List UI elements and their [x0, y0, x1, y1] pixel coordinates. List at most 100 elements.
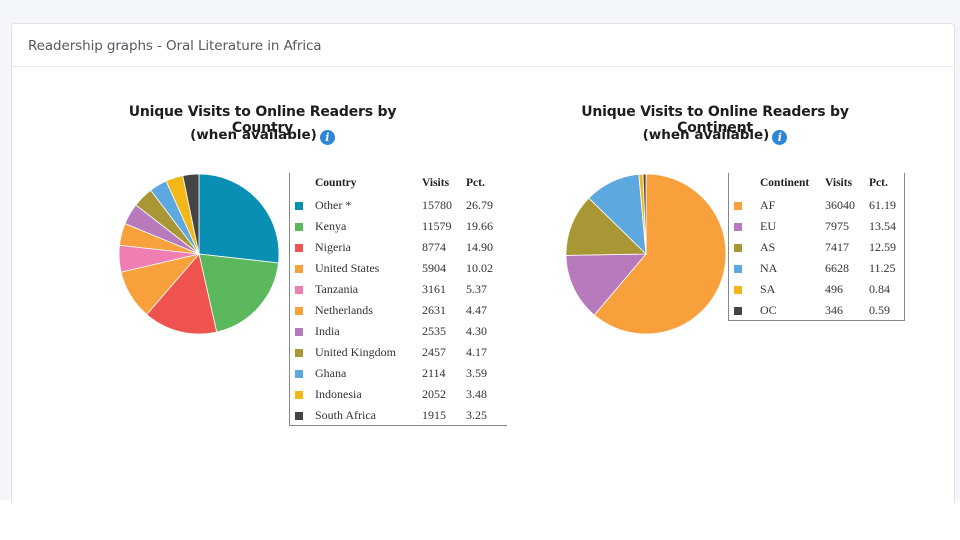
country-chart-subtitle: (when available)	[190, 127, 317, 143]
legend-pct: 19.66	[466, 219, 493, 233]
legend-visits: 5904	[422, 261, 446, 275]
legend-swatch	[295, 412, 303, 420]
pie-slice-oc[interactable]	[642, 173, 647, 255]
legend-swatch	[295, 286, 303, 294]
legend-row: Nigeria 8774 14.90	[290, 237, 507, 258]
pie-slice-other[interactable]	[198, 173, 280, 264]
legend-pct: 0.84	[869, 282, 890, 296]
top-strip	[0, 0, 960, 10]
legend-label: SA	[760, 282, 776, 296]
legend-pct: 10.02	[466, 261, 493, 275]
legend-row: United States 5904 10.02	[290, 258, 507, 279]
legend-label: Nigeria	[315, 240, 351, 254]
legend-swatch	[295, 202, 303, 210]
legend-visits: 8774	[422, 240, 446, 254]
legend-visits: 496	[825, 282, 843, 296]
legend-swatch	[295, 307, 303, 315]
legend-visits: 2114	[422, 366, 446, 380]
info-icon[interactable]: i	[319, 130, 335, 145]
legend-label: OC	[760, 303, 777, 317]
legend-pct: 0.59	[869, 303, 890, 317]
legend-swatch	[734, 286, 742, 294]
continent-chart-panel: Unique Visits to Online Readers by Conti…	[555, 77, 875, 437]
legend-visits: 1915	[422, 408, 446, 422]
pie-slice-af[interactable]	[593, 173, 727, 335]
legend-row: Netherlands 2631 4.47	[290, 300, 507, 321]
legend-label: Indonesia	[315, 387, 362, 401]
legend-row: EU 7975 13.54	[729, 216, 904, 237]
pie-slice-as[interactable]	[565, 197, 647, 256]
country-chart-panel: Unique Visits to Online Readers by Count…	[105, 77, 420, 437]
legend-swatch	[734, 202, 742, 210]
legend-pct: 26.79	[466, 198, 493, 212]
legend-swatch	[295, 391, 303, 399]
legend-header-country: Country	[315, 177, 357, 189]
legend-visits: 7417	[825, 240, 849, 254]
legend-row: India 2535 4.30	[290, 321, 507, 342]
legend-pct: 11.25	[869, 261, 896, 275]
legend-swatch	[295, 349, 303, 357]
legend-row: AF 36040 61.19	[729, 195, 904, 216]
legend-label: United States	[315, 261, 380, 275]
country-chart-title: Unique Visits to Online Readers by Count…	[128, 104, 397, 136]
info-icon[interactable]: i	[772, 130, 788, 145]
country-pie-chart	[118, 173, 280, 335]
legend-swatch	[734, 307, 742, 315]
legend-visits: 2052	[422, 387, 446, 401]
legend-pct: 12.59	[869, 240, 896, 254]
legend-visits: 2631	[422, 303, 446, 317]
legend-swatch	[295, 223, 303, 231]
legend-header-continent: Continent	[760, 177, 810, 189]
legend-label: Kenya	[315, 219, 347, 233]
legend-row: South Africa 1915 3.25	[290, 405, 507, 426]
legend-pct: 3.59	[466, 366, 487, 380]
legend-visits: 36040	[825, 198, 855, 212]
legend-pct: 14.90	[466, 240, 493, 254]
legend-swatch	[734, 265, 742, 273]
legend-label: India	[315, 324, 340, 338]
legend-visits: 15780	[422, 198, 452, 212]
continent-legend: Continent Visits Pct. AF 36040 61.19 EU 7975 13.…	[728, 173, 905, 321]
legend-label: NA	[760, 261, 778, 275]
legend-pct: 5.37	[466, 282, 487, 296]
legend-row: AS 7417 12.59	[729, 237, 904, 258]
legend-swatch	[295, 370, 303, 378]
legend-label: Netherlands	[315, 303, 373, 317]
legend-label: Ghana	[315, 366, 347, 380]
legend-row: Indonesia 2052 3.48	[290, 384, 507, 405]
card-title: Readership graphs - Oral Literature in A…	[28, 38, 322, 54]
pie-slice-kenya[interactable]	[198, 253, 279, 333]
legend-swatch	[734, 244, 742, 252]
legend-label: AF	[760, 198, 776, 212]
pie-slice-eu[interactable]	[565, 253, 647, 316]
pie-slice-nigeria[interactable]	[146, 253, 218, 335]
continent-pie-chart	[565, 173, 727, 335]
legend-row: Other * 15780 26.79	[290, 195, 507, 216]
legend-pct: 4.30	[466, 324, 487, 338]
legend-swatch	[295, 265, 303, 273]
legend-header-visits: Visits	[825, 177, 853, 189]
legend-pct: 4.17	[466, 345, 487, 359]
legend-row: NA 6628 11.25	[729, 258, 904, 279]
legend-visits: 6628	[825, 261, 849, 275]
continent-chart-title: Unique Visits to Online Readers by Conti…	[581, 104, 849, 136]
legend-visits: 7975	[825, 219, 849, 233]
legend-pct: 3.25	[466, 408, 487, 422]
pie-slice-south-africa[interactable]	[182, 173, 200, 255]
country-chart-subtitle-row: (when available) i	[105, 127, 420, 145]
legend-label: South Africa	[315, 408, 376, 422]
card-header: Readership graphs - Oral Literature in A…	[12, 24, 954, 67]
legend-visits: 2457	[422, 345, 446, 359]
legend-pct: 3.48	[466, 387, 487, 401]
legend-label: Tanzania	[315, 282, 359, 296]
legend-visits: 11579	[422, 219, 452, 233]
legend-label: EU	[760, 219, 776, 233]
legend-row: Ghana 2114 3.59	[290, 363, 507, 384]
legend-label: Other *	[315, 198, 352, 212]
legend-pct: 13.54	[869, 219, 896, 233]
legend-label: AS	[760, 240, 776, 254]
legend-pct: 61.19	[869, 198, 896, 212]
legend-visits: 346	[825, 303, 843, 317]
legend-swatch	[734, 223, 742, 231]
continent-chart-subtitle-row: (when available) i	[555, 127, 875, 145]
